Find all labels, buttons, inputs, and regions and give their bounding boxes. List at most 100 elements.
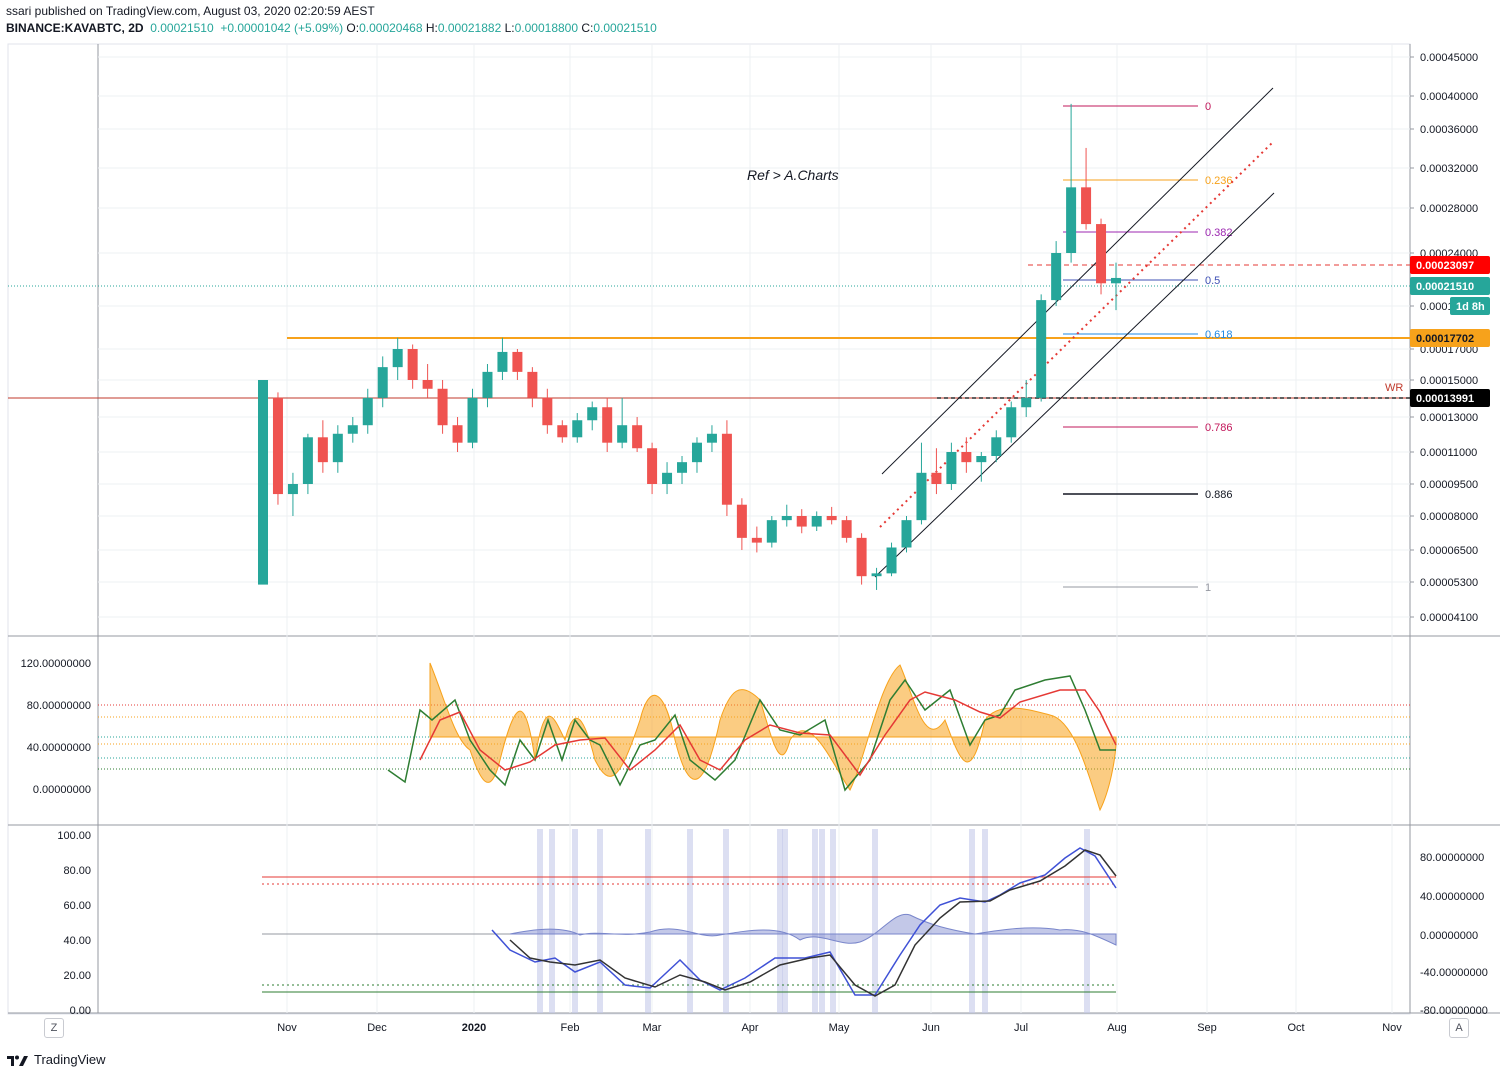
last-price: 0.00021510 [150,21,214,35]
candle-body [572,420,583,438]
candle-body [811,516,822,527]
price-tag [1410,329,1490,347]
candle-body [662,472,673,484]
price-change: +0.00001042 (+5.09%) [220,21,344,35]
osc-y-tick-label: 80.00000000 [27,700,91,712]
publish-info: ssari published on TradingView.com, Augu… [6,4,375,18]
x-tick-label: 2020 [462,1022,486,1034]
candle-body [721,433,732,505]
channel-upper-line [881,87,1274,475]
x-tick-label: Jun [922,1022,940,1034]
fib-level-label: 0 [1205,101,1211,113]
signal-band [1084,829,1090,1013]
candle-body [377,367,388,398]
candle-body [856,537,867,577]
p3-left-tick-label: 40.00 [63,935,91,947]
price-tag [1410,256,1490,274]
candle-body [422,380,433,389]
fib-level-label: 0.236 [1205,175,1233,187]
candle-body [482,371,493,398]
price-tag-label: 0.00021510 [1416,281,1474,293]
p3-right-tick-label: -40.00000000 [1420,967,1488,979]
candle-body [362,397,373,426]
fib-level-label: 0.786 [1205,422,1233,434]
p3-slow-line [509,849,1117,997]
osc-y-tick-label: 40.00000000 [27,742,91,754]
x-tick-label: Feb [561,1022,580,1034]
x-tick-label: Dec [367,1022,387,1034]
candle-body [691,442,702,463]
fib-level-label: 1 [1205,582,1211,594]
footer-brand[interactable]: TradingView [6,1052,106,1067]
x-tick-label: Oct [1287,1022,1304,1034]
zoom-button[interactable]: Z [44,1018,64,1038]
candle-body [901,520,912,548]
signal-band [969,829,975,1013]
candle-body [991,437,1002,457]
y-tick-label: 0.00005300 [1420,577,1478,589]
candle-body [766,520,777,543]
x-tick-label: Apr [741,1022,758,1034]
fib-level-label: 0.382 [1205,227,1233,239]
price-tag [1450,297,1490,315]
y-tick-label: 0.00040000 [1420,91,1478,103]
symbol-name[interactable]: BINANCE:KAVABTC, 2D [6,21,144,35]
candle-body [1006,407,1017,438]
candle-body [602,407,613,443]
chart-canvas[interactable]: Nov Dec 2020 Feb Mar Apr May Jun Jul Aug Sep Oct Nov… [0,0,1511,1045]
candle-body [886,547,897,574]
wr-label: WR [1385,382,1403,394]
signal-band [819,829,825,1013]
candle-body [512,351,523,372]
candle-body [916,472,927,521]
candle-body [542,397,553,426]
candle-body [826,516,837,521]
candle-body [931,472,942,484]
candle-body [961,452,972,463]
auto-scale-button[interactable]: A [1449,1018,1469,1038]
candle-body [1021,397,1032,408]
candle-body [1066,187,1077,253]
channel-mid-line [879,141,1274,528]
y-tick-label: 0.00045000 [1420,52,1478,64]
x-tick-label: Mar [643,1022,662,1034]
y-tick-label: 0.00009500 [1420,479,1478,491]
p3-right-tick-label: 40.00000000 [1420,891,1484,903]
candle-body [1096,224,1107,284]
candle-body [467,397,478,443]
candle-body [452,425,463,443]
candle-body [332,433,343,463]
p3-left-tick-label: 100.00 [57,830,91,842]
candle-body [706,433,717,443]
y-tick-label: 0.00006500 [1420,545,1478,557]
close-value: 0.00021510 [593,21,657,35]
p3-right-tick-label: 80.00000000 [1420,852,1484,864]
candle-body [497,351,508,372]
signal-band [645,829,651,1013]
signal-band [549,829,555,1013]
footer-brand-label: TradingView [34,1052,106,1067]
x-tick-label: Sep [1197,1022,1217,1034]
candle-body [1051,253,1062,301]
candle-body [1081,187,1092,225]
p3-right-tick-label: 0.00000000 [1420,930,1478,942]
candle-body [287,484,298,495]
x-tick-label: May [829,1022,850,1034]
y-tick-label: 0.00011000 [1420,447,1477,459]
osc-fast-line [387,675,1116,792]
candle-body [1111,277,1121,284]
y-tick-label: 0.00036000 [1420,124,1478,136]
open-value: 0.00020468 [359,21,423,35]
signal-band [687,829,693,1013]
candle-body [392,349,403,368]
candle-body [647,448,658,484]
candle-body [1036,300,1047,398]
candle-body [617,425,628,443]
signal-band [723,829,729,1013]
fib-level-label: 0.886 [1205,489,1233,501]
candle-body [347,425,358,434]
signal-band [982,829,988,1013]
candle-body [527,371,538,398]
candle-body [781,516,792,521]
candle-body [557,425,568,438]
